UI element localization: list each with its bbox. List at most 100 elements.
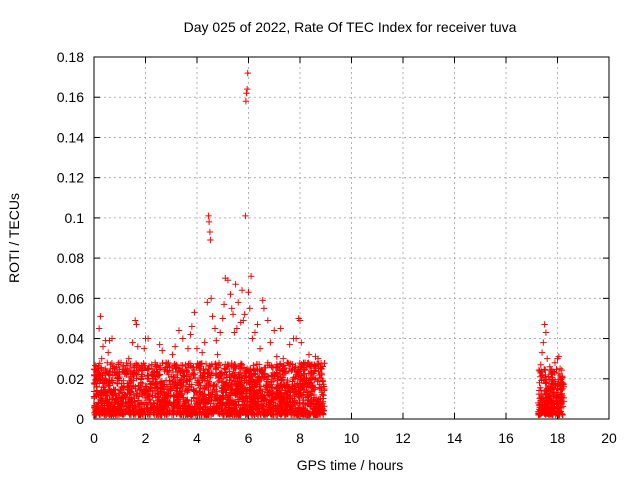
data-point bbox=[180, 408, 187, 416]
data-point bbox=[321, 360, 328, 367]
data-point bbox=[111, 409, 119, 416]
data-point bbox=[169, 402, 176, 409]
data-point bbox=[297, 408, 304, 415]
data-point bbox=[242, 401, 250, 408]
data-point bbox=[300, 371, 308, 378]
data-point bbox=[318, 409, 326, 416]
data-point bbox=[542, 378, 550, 386]
data-point bbox=[122, 370, 130, 377]
data-point bbox=[188, 323, 196, 330]
data-point bbox=[260, 374, 268, 382]
data-point bbox=[92, 411, 100, 419]
data-point bbox=[271, 375, 279, 382]
data-point bbox=[174, 404, 181, 411]
data-point bbox=[261, 410, 268, 418]
data-point bbox=[132, 360, 140, 367]
data-point bbox=[129, 402, 136, 410]
data-point bbox=[234, 396, 242, 403]
data-point bbox=[314, 355, 322, 362]
data-point bbox=[558, 366, 565, 374]
data-point bbox=[247, 273, 255, 280]
data-point bbox=[251, 411, 258, 419]
data-point bbox=[276, 401, 284, 408]
data-point bbox=[245, 374, 252, 381]
chart-title: Day 025 of 2022, Rate Of TEC Index for r… bbox=[184, 19, 517, 35]
x-tick-labels: 0 2 4 6 8 10 12 14 16 18 20 bbox=[90, 430, 617, 446]
data-point bbox=[543, 397, 551, 404]
data-point bbox=[175, 379, 183, 386]
data-point bbox=[120, 410, 128, 418]
data-point bbox=[102, 386, 109, 394]
data-point bbox=[179, 362, 186, 369]
data-point bbox=[249, 335, 256, 342]
data-point bbox=[219, 410, 226, 417]
data-point bbox=[271, 327, 278, 334]
data-point bbox=[314, 376, 322, 384]
data-point bbox=[541, 405, 548, 412]
data-point bbox=[184, 345, 192, 352]
data-point bbox=[152, 373, 159, 380]
data-point bbox=[163, 383, 171, 391]
data-point bbox=[195, 379, 203, 386]
data-point bbox=[220, 375, 227, 382]
data-point bbox=[310, 394, 318, 401]
data-point bbox=[231, 361, 238, 368]
data-point bbox=[140, 367, 148, 374]
data-point bbox=[180, 402, 188, 410]
data-point bbox=[311, 365, 318, 372]
data-point bbox=[200, 395, 207, 403]
data-point bbox=[257, 376, 264, 384]
data-point bbox=[231, 377, 239, 385]
data-point bbox=[204, 406, 211, 414]
data-point bbox=[157, 411, 165, 419]
data-point bbox=[200, 411, 208, 418]
data-point bbox=[251, 329, 259, 336]
data-point bbox=[164, 400, 171, 407]
data-point bbox=[156, 407, 163, 415]
data-point bbox=[304, 380, 312, 387]
data-point bbox=[208, 390, 215, 398]
data-point bbox=[139, 380, 146, 388]
data-point bbox=[213, 383, 220, 390]
data-point bbox=[318, 370, 325, 377]
data-point bbox=[181, 373, 188, 380]
data-point bbox=[320, 383, 328, 390]
data-point bbox=[136, 401, 144, 408]
y-tick-label: 0.14 bbox=[57, 129, 84, 145]
data-point bbox=[249, 398, 256, 406]
data-point bbox=[292, 364, 299, 371]
data-point bbox=[189, 370, 197, 377]
data-point bbox=[303, 411, 311, 419]
data-point bbox=[254, 321, 261, 328]
data-point bbox=[278, 397, 285, 405]
data-point bbox=[113, 396, 120, 403]
data-point bbox=[549, 371, 556, 378]
data-point bbox=[134, 343, 141, 350]
data-point bbox=[127, 409, 134, 416]
data-point bbox=[128, 398, 136, 406]
data-point bbox=[135, 393, 143, 400]
data-point bbox=[542, 380, 549, 387]
data-point bbox=[165, 392, 172, 399]
data-point bbox=[111, 365, 118, 372]
data-point bbox=[302, 407, 309, 414]
data-point bbox=[309, 387, 316, 395]
data-point bbox=[269, 393, 277, 401]
data-point bbox=[219, 315, 226, 322]
data-point bbox=[127, 360, 134, 368]
data-point bbox=[544, 355, 551, 362]
x-tick-label: 10 bbox=[344, 430, 360, 446]
data-point bbox=[171, 373, 178, 381]
data-point bbox=[298, 339, 305, 346]
data-point bbox=[241, 377, 248, 385]
data-point bbox=[173, 384, 180, 391]
data-point bbox=[293, 388, 300, 395]
data-point bbox=[300, 370, 307, 377]
data-point bbox=[193, 345, 201, 352]
data-point bbox=[300, 377, 308, 384]
data-point bbox=[307, 398, 314, 405]
data-point bbox=[185, 385, 193, 393]
data-point bbox=[104, 349, 112, 356]
data-point bbox=[147, 400, 154, 408]
data-point bbox=[109, 388, 116, 396]
